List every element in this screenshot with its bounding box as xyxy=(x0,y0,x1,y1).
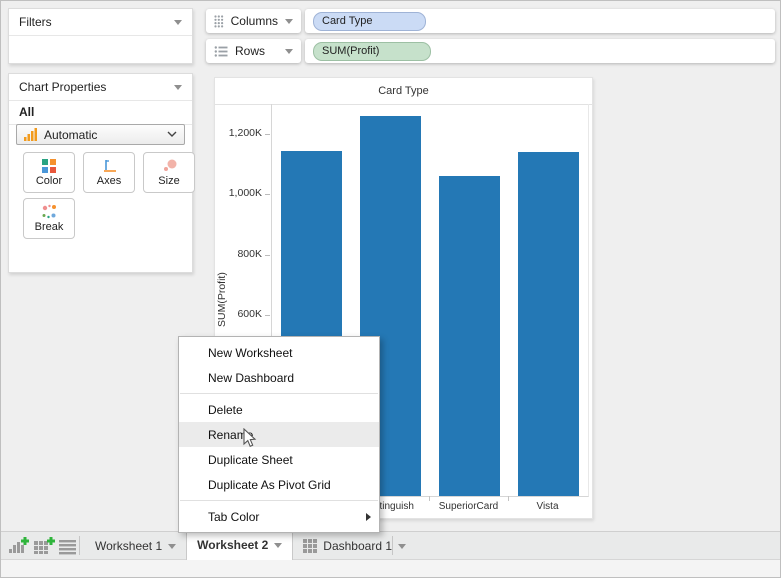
x-tick-mark xyxy=(508,496,509,501)
y-tick-label: 800K xyxy=(237,247,262,260)
bar-SuperiorCard[interactable] xyxy=(439,176,500,496)
rows-shelf-label: Rows xyxy=(235,44,266,58)
color-button-label: Color xyxy=(35,174,63,187)
columns-shelf-label: Columns xyxy=(230,14,278,28)
color-button[interactable]: Color xyxy=(23,152,75,193)
menu-item-duplicate-sheet[interactable]: Duplicate Sheet xyxy=(179,447,379,472)
chevron-down-icon[interactable] xyxy=(174,84,182,90)
filters-panel-header: Filters xyxy=(9,9,192,36)
menu-item-label: Delete xyxy=(208,402,243,417)
y-tick-mark xyxy=(265,194,270,196)
menu-item-label: Tab Color xyxy=(208,509,260,524)
dashboard-grid-icon xyxy=(303,539,318,553)
menu-separator xyxy=(180,500,378,501)
chevron-down-icon[interactable] xyxy=(285,48,293,54)
menu-item-label: Rename xyxy=(208,427,254,442)
y-tick-mark xyxy=(265,134,270,136)
x-category-label: Distinguish xyxy=(365,501,414,512)
menu-item-label: New Dashboard xyxy=(208,370,295,385)
menu-separator xyxy=(180,393,378,394)
y-tick-mark xyxy=(265,254,270,256)
axes-button-label: Axes xyxy=(96,174,122,187)
y-tick-label: 600K xyxy=(237,308,262,321)
submenu-arrow-icon xyxy=(366,512,371,521)
tabs-separator xyxy=(392,536,393,555)
size-button-label: Size xyxy=(158,174,180,187)
toolbar-separator xyxy=(79,536,80,555)
sheet-tabs: Worksheet 1 Worksheet 2 Dashboard 1 xyxy=(85,529,416,560)
x-tick-mark xyxy=(429,496,430,501)
size-button[interactable]: Size xyxy=(143,152,195,193)
pill-card-type[interactable]: Card Type xyxy=(313,11,426,31)
break-dots-icon xyxy=(42,204,56,219)
tab-worksheet-1[interactable]: Worksheet 1 xyxy=(85,532,186,560)
plot-frame-top xyxy=(215,104,592,105)
color-squares-icon xyxy=(42,158,56,173)
chart-properties-panel: Chart Properties All Automatic xyxy=(8,73,195,273)
tab-label: Dashboard 1 xyxy=(323,539,393,553)
filters-panel: Filters xyxy=(8,8,193,64)
chevron-down-icon xyxy=(167,131,177,137)
chevron-down-icon[interactable] xyxy=(174,19,182,25)
add-dashboard-icon[interactable] xyxy=(34,537,55,555)
bar-Vista[interactable] xyxy=(518,152,579,496)
tab-label: Worksheet 1 xyxy=(95,539,163,553)
axes-button[interactable]: Axes xyxy=(83,152,135,193)
rows-shelf-label-box[interactable]: Rows xyxy=(206,39,301,63)
size-circles-icon xyxy=(163,159,176,171)
tab-worksheet-2[interactable]: Worksheet 2 xyxy=(186,529,294,560)
pill-card-type-label: Card Type xyxy=(322,15,373,27)
status-bar xyxy=(1,559,780,577)
rows-list-icon xyxy=(214,45,228,57)
chart-properties-header: Chart Properties xyxy=(9,74,192,101)
break-button[interactable]: Break xyxy=(23,198,75,239)
menu-item-label: New Worksheet xyxy=(208,345,293,360)
chevron-down-icon[interactable] xyxy=(168,543,177,549)
axes-icon xyxy=(103,159,116,172)
chevron-down-icon[interactable] xyxy=(285,18,293,24)
menu-item-delete[interactable]: Delete xyxy=(179,397,379,422)
break-button-label: Break xyxy=(34,221,64,233)
x-category-label: SuperiorCard xyxy=(438,501,499,512)
sheet-list-icon[interactable] xyxy=(59,537,76,555)
y-tick-label: 1,000K xyxy=(228,187,262,200)
menu-item-label: Duplicate Sheet xyxy=(208,452,293,467)
menu-item-rename[interactable]: Rename xyxy=(179,422,379,447)
bar-chart-icon xyxy=(24,128,37,141)
filters-title: Filters xyxy=(19,15,52,29)
columns-shelf-label-box[interactable]: Columns xyxy=(206,9,301,33)
add-worksheet-icon[interactable] xyxy=(9,537,29,555)
menu-item-label: Duplicate As Pivot Grid xyxy=(208,477,331,492)
chevron-down-icon[interactable] xyxy=(398,543,407,549)
y-tick-mark xyxy=(265,315,270,317)
mouse-cursor-icon xyxy=(243,428,257,448)
rows-shelf[interactable]: SUM(Profit) xyxy=(305,39,775,63)
chart-properties-title: Chart Properties xyxy=(19,80,107,94)
tab-dashboard-1[interactable]: Dashboard 1 xyxy=(293,532,416,560)
menu-item-duplicate-as-pivot-grid[interactable]: Duplicate As Pivot Grid xyxy=(179,472,379,497)
columns-dots-icon xyxy=(214,14,224,27)
menu-item-new-worksheet[interactable]: New Worksheet xyxy=(179,340,379,365)
chart-title: Card Type xyxy=(378,85,429,97)
sheet-tab-bar: Worksheet 1 Worksheet 2 Dashboard 1 xyxy=(1,529,780,560)
scope-label: All xyxy=(9,101,192,125)
chart-type-combobox[interactable]: Automatic xyxy=(16,124,185,145)
tab-label: Worksheet 2 xyxy=(197,538,269,552)
pill-sum-profit[interactable]: SUM(Profit) xyxy=(313,41,431,61)
chevron-down-icon[interactable] xyxy=(274,542,283,548)
menu-item-new-dashboard[interactable]: New Dashboard xyxy=(179,365,379,390)
x-category-label: Vista xyxy=(536,501,559,512)
columns-shelf[interactable]: Card Type xyxy=(305,9,775,33)
pill-sum-profit-label: SUM(Profit) xyxy=(322,45,380,57)
chart-type-value: Automatic xyxy=(44,127,98,142)
menu-item-tab-color[interactable]: Tab Color xyxy=(179,504,379,529)
y-tick-label: 1,200K xyxy=(228,127,262,140)
sheet-context-menu: New Worksheet New Dashboard Delete Rename Du… xyxy=(178,336,380,533)
